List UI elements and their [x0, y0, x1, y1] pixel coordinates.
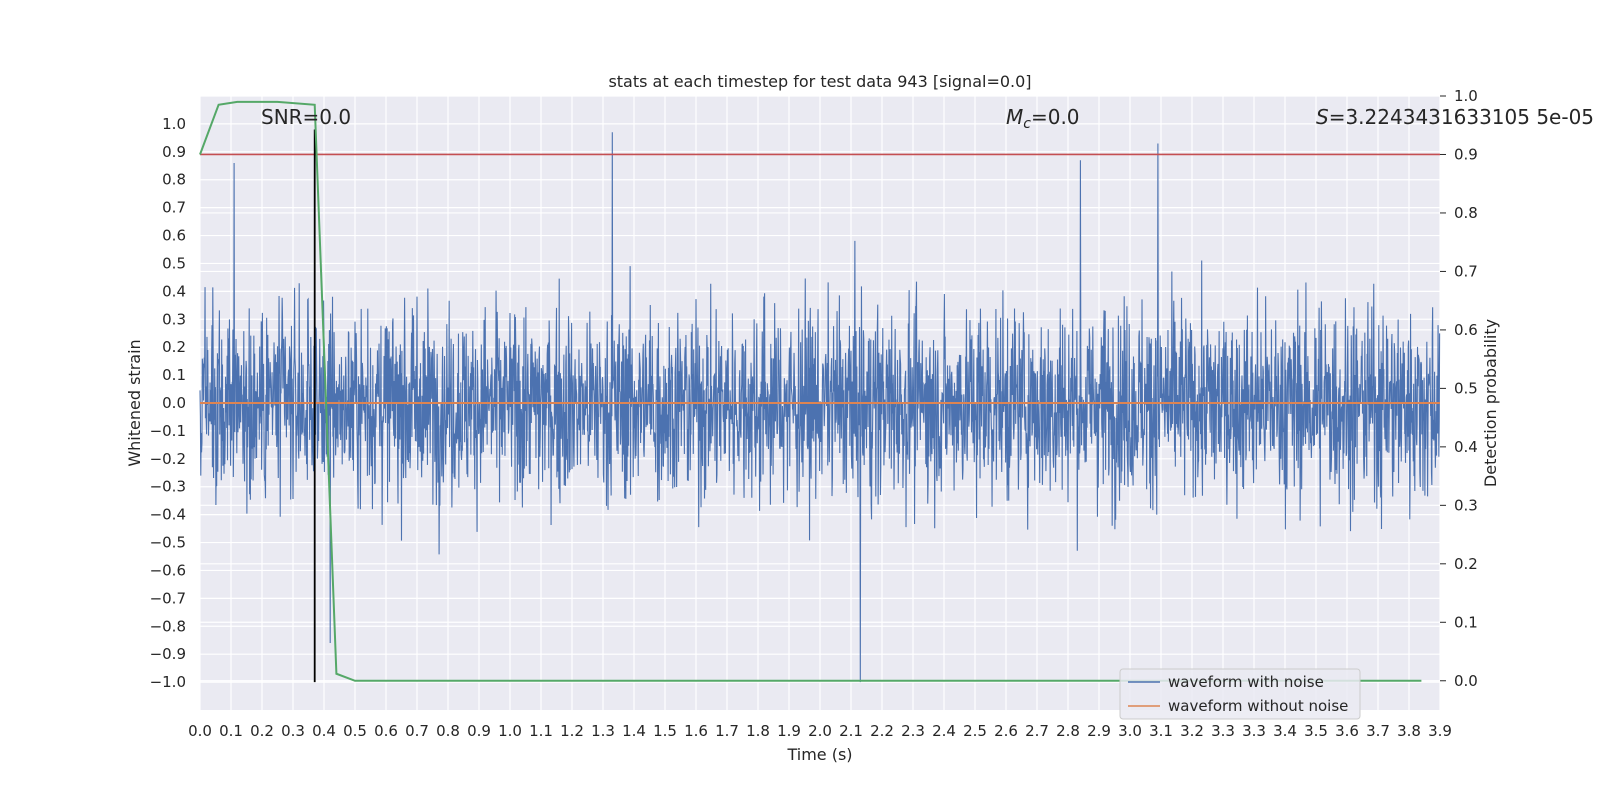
y-tick-label: −0.8 [150, 617, 186, 635]
x-tick-label: 3.5 [1304, 722, 1328, 740]
y-tick-label: 0.2 [162, 338, 186, 356]
y2-tick-label: 0.9 [1454, 145, 1478, 163]
y-tick-label: −0.1 [150, 422, 186, 440]
y2-tick-label: 0.2 [1454, 555, 1478, 573]
y-axis-ticks: 1.0 0.9 0.8 0.7 0.6 0.5 0.4 0.3 0.2 0.1 0.0 −0.1 −0.… [150, 115, 186, 691]
x-tick-label: 3.4 [1273, 722, 1297, 740]
legend-label-with-noise: waveform with noise [1168, 673, 1324, 691]
s-value: =3.2243431633105 5e-05 [1329, 105, 1594, 129]
x-tick-label: 2.2 [870, 722, 894, 740]
y2-axis-label: Detection probability [1481, 319, 1500, 487]
x-tick-label: 3.1 [1149, 722, 1173, 740]
y-tick-label: −0.9 [150, 645, 186, 663]
y-tick-label: 0.3 [162, 310, 186, 328]
y-tick-label: 0.4 [162, 282, 186, 300]
y-tick-label: −0.6 [150, 561, 186, 579]
x-tick-label: 2.4 [932, 722, 956, 740]
x-tick-label: 2.9 [1087, 722, 1111, 740]
x-tick-label: 0.5 [343, 722, 367, 740]
y2-tick-label: 0.1 [1454, 613, 1478, 631]
s-symbol: S [1316, 105, 1329, 129]
x-tick-label: 1.3 [591, 722, 615, 740]
x-axis-label: Time (s) [786, 745, 852, 764]
y-tick-label: 0.1 [162, 366, 186, 384]
y-tick-label: −0.5 [150, 534, 186, 552]
x-tick-label: 0.7 [405, 722, 429, 740]
x-tick-label: 0.9 [467, 722, 491, 740]
x-tick-label: 1.1 [529, 722, 553, 740]
x-tick-label: 0.0 [188, 722, 212, 740]
y-tick-label: 1.0 [162, 115, 186, 133]
x-axis-ticks: 0.0 0.1 0.2 0.3 0.4 0.5 0.6 0.7 0.8 0.9 1.0 1.1 1.2 1… [188, 722, 1452, 740]
x-tick-label: 1.8 [746, 722, 770, 740]
x-tick-label: 3.7 [1366, 722, 1390, 740]
waveform-with-noise-line [199, 132, 1441, 683]
snr-annotation: SNR=0.0 [261, 105, 351, 129]
y-tick-label: 0.8 [162, 171, 186, 189]
x-tick-label: 3.6 [1335, 722, 1359, 740]
y-tick-label: 0.0 [162, 394, 186, 412]
y-tick-label: −0.7 [150, 589, 186, 607]
x-tick-label: 3.3 [1211, 722, 1235, 740]
x-tick-label: 2.1 [839, 722, 863, 740]
x-tick-label: 2.3 [901, 722, 925, 740]
x-tick-label: 1.4 [622, 722, 646, 740]
y-tick-label: −0.4 [150, 506, 186, 524]
legend-box [1119, 668, 1361, 720]
lines-layer [199, 100, 1440, 683]
y-tick-label: −0.2 [150, 450, 186, 468]
y2-tick-label: 0.4 [1454, 438, 1478, 456]
mc-subscript: c [1023, 116, 1031, 132]
chart-title: stats at each timestep for test data 943… [608, 72, 1031, 91]
y-tick-label: 0.9 [162, 143, 186, 161]
y2-tick-label: 0.6 [1454, 321, 1478, 339]
x-tick-label: 2.6 [994, 722, 1018, 740]
y2-tick-label: 0.5 [1454, 379, 1478, 397]
x-tick-label: 2.8 [1056, 722, 1080, 740]
noise-series [199, 132, 1441, 683]
y-tick-label: 0.5 [162, 254, 186, 272]
x-tick-label: 2.7 [1025, 722, 1049, 740]
x-tick-label: 0.6 [374, 722, 398, 740]
x-tick-label: 3.8 [1397, 722, 1421, 740]
x-tick-label: 1.9 [777, 722, 801, 740]
y2-tick-label: 1.0 [1454, 87, 1478, 105]
y-axis-label: Whitened strain [125, 339, 144, 466]
x-tick-label: 0.8 [436, 722, 460, 740]
x-tick-label: 3.2 [1180, 722, 1204, 740]
s-annotation: S=3.2243431633105 5e-05 [1316, 105, 1594, 129]
legend-label-without-noise: waveform without noise [1168, 697, 1348, 715]
x-tick-label: 2.0 [808, 722, 832, 740]
x-tick-label: 0.1 [219, 722, 243, 740]
y2-tick-label: 0.8 [1454, 204, 1478, 222]
mc-value: =0.0 [1031, 105, 1080, 129]
x-tick-label: 0.3 [281, 722, 305, 740]
x-tick-label: 1.7 [715, 722, 739, 740]
y2-tick-label: 0.3 [1454, 496, 1478, 514]
y-tick-label: −1.0 [150, 673, 186, 691]
x-tick-label: 0.4 [312, 722, 336, 740]
y2-axis-ticks: 1.0 0.9 0.8 0.7 0.6 0.5 0.4 0.3 0.2 0.1 0.0 [1440, 87, 1478, 690]
detection-probability-line [199, 100, 1422, 682]
x-tick-label: 1.6 [684, 722, 708, 740]
mc-symbol: M [1006, 105, 1023, 129]
x-tick-label: 2.5 [963, 722, 987, 740]
y-tick-label: 0.7 [162, 199, 186, 217]
y-tick-label: −0.3 [150, 478, 186, 496]
x-tick-label: 1.5 [653, 722, 677, 740]
y2-tick-label: 0.0 [1454, 672, 1478, 690]
x-tick-label: 3.3 [1242, 722, 1266, 740]
mc-annotation: Mc=0.0 [1006, 105, 1080, 132]
x-tick-label: 3.9 [1428, 722, 1452, 740]
legend: waveform with noise waveform without noi… [1119, 668, 1361, 720]
x-tick-label: 3.0 [1118, 722, 1142, 740]
y2-tick-label: 0.7 [1454, 262, 1478, 280]
x-tick-label: 1.2 [560, 722, 584, 740]
x-tick-label: 1.0 [498, 722, 522, 740]
x-tick-label: 0.2 [250, 722, 274, 740]
y-tick-label: 0.6 [162, 227, 186, 245]
